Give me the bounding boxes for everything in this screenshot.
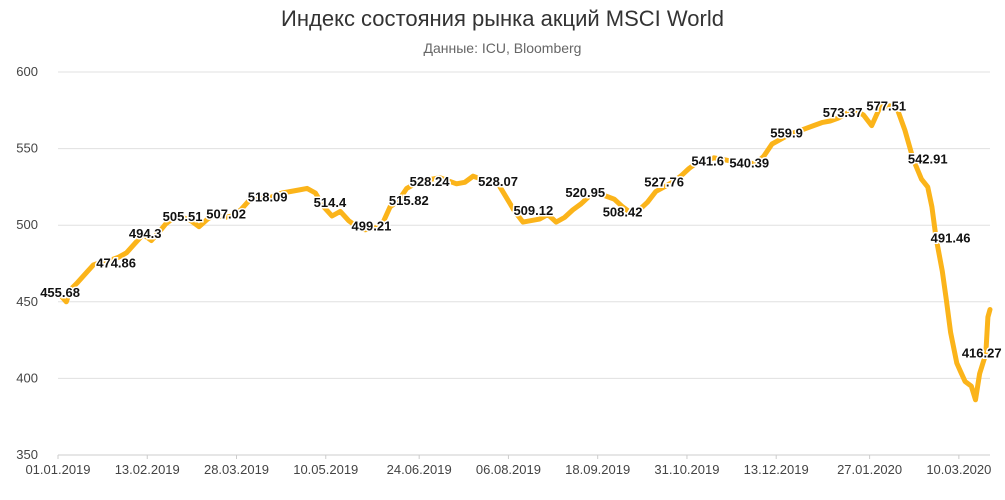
data-label: 455.68	[40, 285, 80, 300]
x-tick-label: 10.05.2019	[293, 462, 358, 477]
y-tick-label: 450	[16, 294, 38, 309]
data-label: 528.07	[478, 174, 518, 189]
data-label: 542.91	[908, 151, 948, 166]
chart-title: Индекс состояния рынка акций MSCI World	[281, 6, 724, 31]
data-label: 474.86	[96, 256, 136, 271]
data-label: 491.46	[931, 230, 971, 245]
data-label: 527.76	[644, 175, 684, 190]
x-tick-label: 31.10.2019	[654, 462, 719, 477]
data-label: 509.12	[513, 203, 553, 218]
data-label: 573.37	[823, 105, 863, 120]
data-label: 518.09	[248, 189, 288, 204]
data-label: 515.82	[389, 193, 429, 208]
y-tick-label: 400	[16, 370, 38, 385]
data-label: 577.51	[866, 98, 906, 113]
data-label: 520.95	[565, 185, 605, 200]
x-tick-label: 28.03.2019	[204, 462, 269, 477]
series-line	[55, 103, 993, 403]
x-tick-label: 24.06.2019	[387, 462, 452, 477]
data-label: 499.21	[352, 218, 392, 233]
x-tick-label: 01.01.2019	[25, 462, 90, 477]
data-label: 528.24	[410, 174, 451, 189]
data-label: 416.27	[962, 345, 1002, 360]
y-tick-label: 500	[16, 217, 38, 232]
data-label: 494.3	[129, 226, 162, 241]
data-label: 540.39	[729, 155, 769, 170]
data-label: 507.02	[206, 206, 246, 221]
data-label: 514.4	[314, 195, 347, 210]
x-tick-label: 10.03.2020	[926, 462, 991, 477]
chart-subtitle: Данные: ICU, Bloomberg	[423, 40, 582, 56]
x-tick-label: 06.08.2019	[476, 462, 541, 477]
x-tick-label: 13.02.2019	[115, 462, 180, 477]
data-label: 559.9	[770, 125, 803, 140]
x-tick-label: 13.12.2019	[744, 462, 809, 477]
data-label: 508.42	[603, 204, 643, 219]
x-tick-label: 27.01.2020	[837, 462, 902, 477]
data-label: 541.6	[691, 153, 724, 168]
y-tick-label: 350	[16, 447, 38, 462]
data-label: 505.51	[163, 209, 203, 224]
y-tick-label: 600	[16, 64, 38, 79]
y-tick-label: 550	[16, 141, 38, 156]
x-tick-label: 18.09.2019	[565, 462, 630, 477]
